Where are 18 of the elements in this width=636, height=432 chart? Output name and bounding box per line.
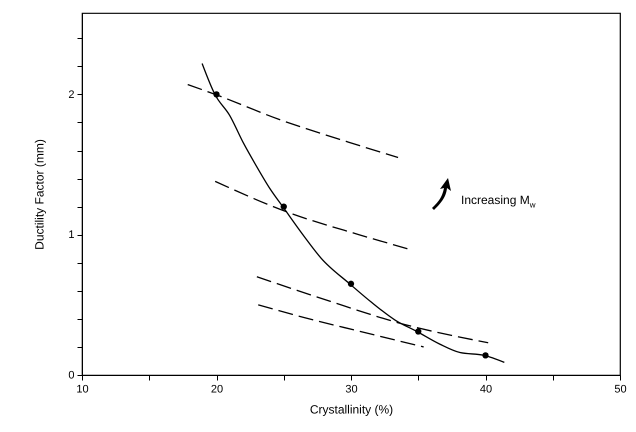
y-tick-label: 1 [68, 229, 74, 242]
y-axis-title: Ductility Factor (mm) [32, 139, 46, 250]
y-tick-label: 2 [68, 88, 74, 101]
x-tick-label: 40 [480, 384, 492, 396]
x-axis-title: Crystallinity (%) [310, 402, 394, 416]
x-tick-label: 30 [345, 384, 358, 396]
line-series [214, 180, 408, 250]
x-tick-label: 10 [76, 384, 89, 396]
point [348, 280, 354, 287]
annotation: Increasing M$_{w}$ [461, 193, 536, 210]
point [280, 203, 287, 210]
x-tick-label: 20 [210, 384, 224, 396]
x-tick-label: 50 [614, 384, 627, 396]
y-tick-label: 0 [68, 370, 74, 382]
line-series [258, 304, 424, 348]
point [482, 352, 489, 359]
point [415, 328, 422, 335]
line-series [256, 276, 489, 344]
